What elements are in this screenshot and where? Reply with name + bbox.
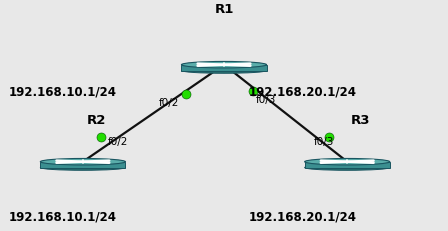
Ellipse shape xyxy=(181,61,267,68)
Text: 192.168.20.1/24: 192.168.20.1/24 xyxy=(249,211,357,224)
Ellipse shape xyxy=(305,165,390,170)
Text: f0/2: f0/2 xyxy=(108,137,128,147)
Polygon shape xyxy=(40,162,125,167)
Ellipse shape xyxy=(40,165,125,170)
Text: R1: R1 xyxy=(214,3,234,16)
Text: 192.168.10.1/24: 192.168.10.1/24 xyxy=(9,211,117,224)
Text: f0/3: f0/3 xyxy=(256,95,276,105)
Ellipse shape xyxy=(181,68,267,73)
Text: R2: R2 xyxy=(86,114,106,127)
Text: 192.168.20.1/24: 192.168.20.1/24 xyxy=(249,86,357,99)
Text: 192.168.10.1/24: 192.168.10.1/24 xyxy=(9,86,117,99)
Text: f0/3: f0/3 xyxy=(314,137,334,147)
Text: f0/2: f0/2 xyxy=(159,98,179,108)
Polygon shape xyxy=(181,65,267,70)
Ellipse shape xyxy=(305,158,390,165)
Text: R3: R3 xyxy=(351,114,370,127)
Polygon shape xyxy=(305,162,390,167)
Ellipse shape xyxy=(40,158,125,165)
